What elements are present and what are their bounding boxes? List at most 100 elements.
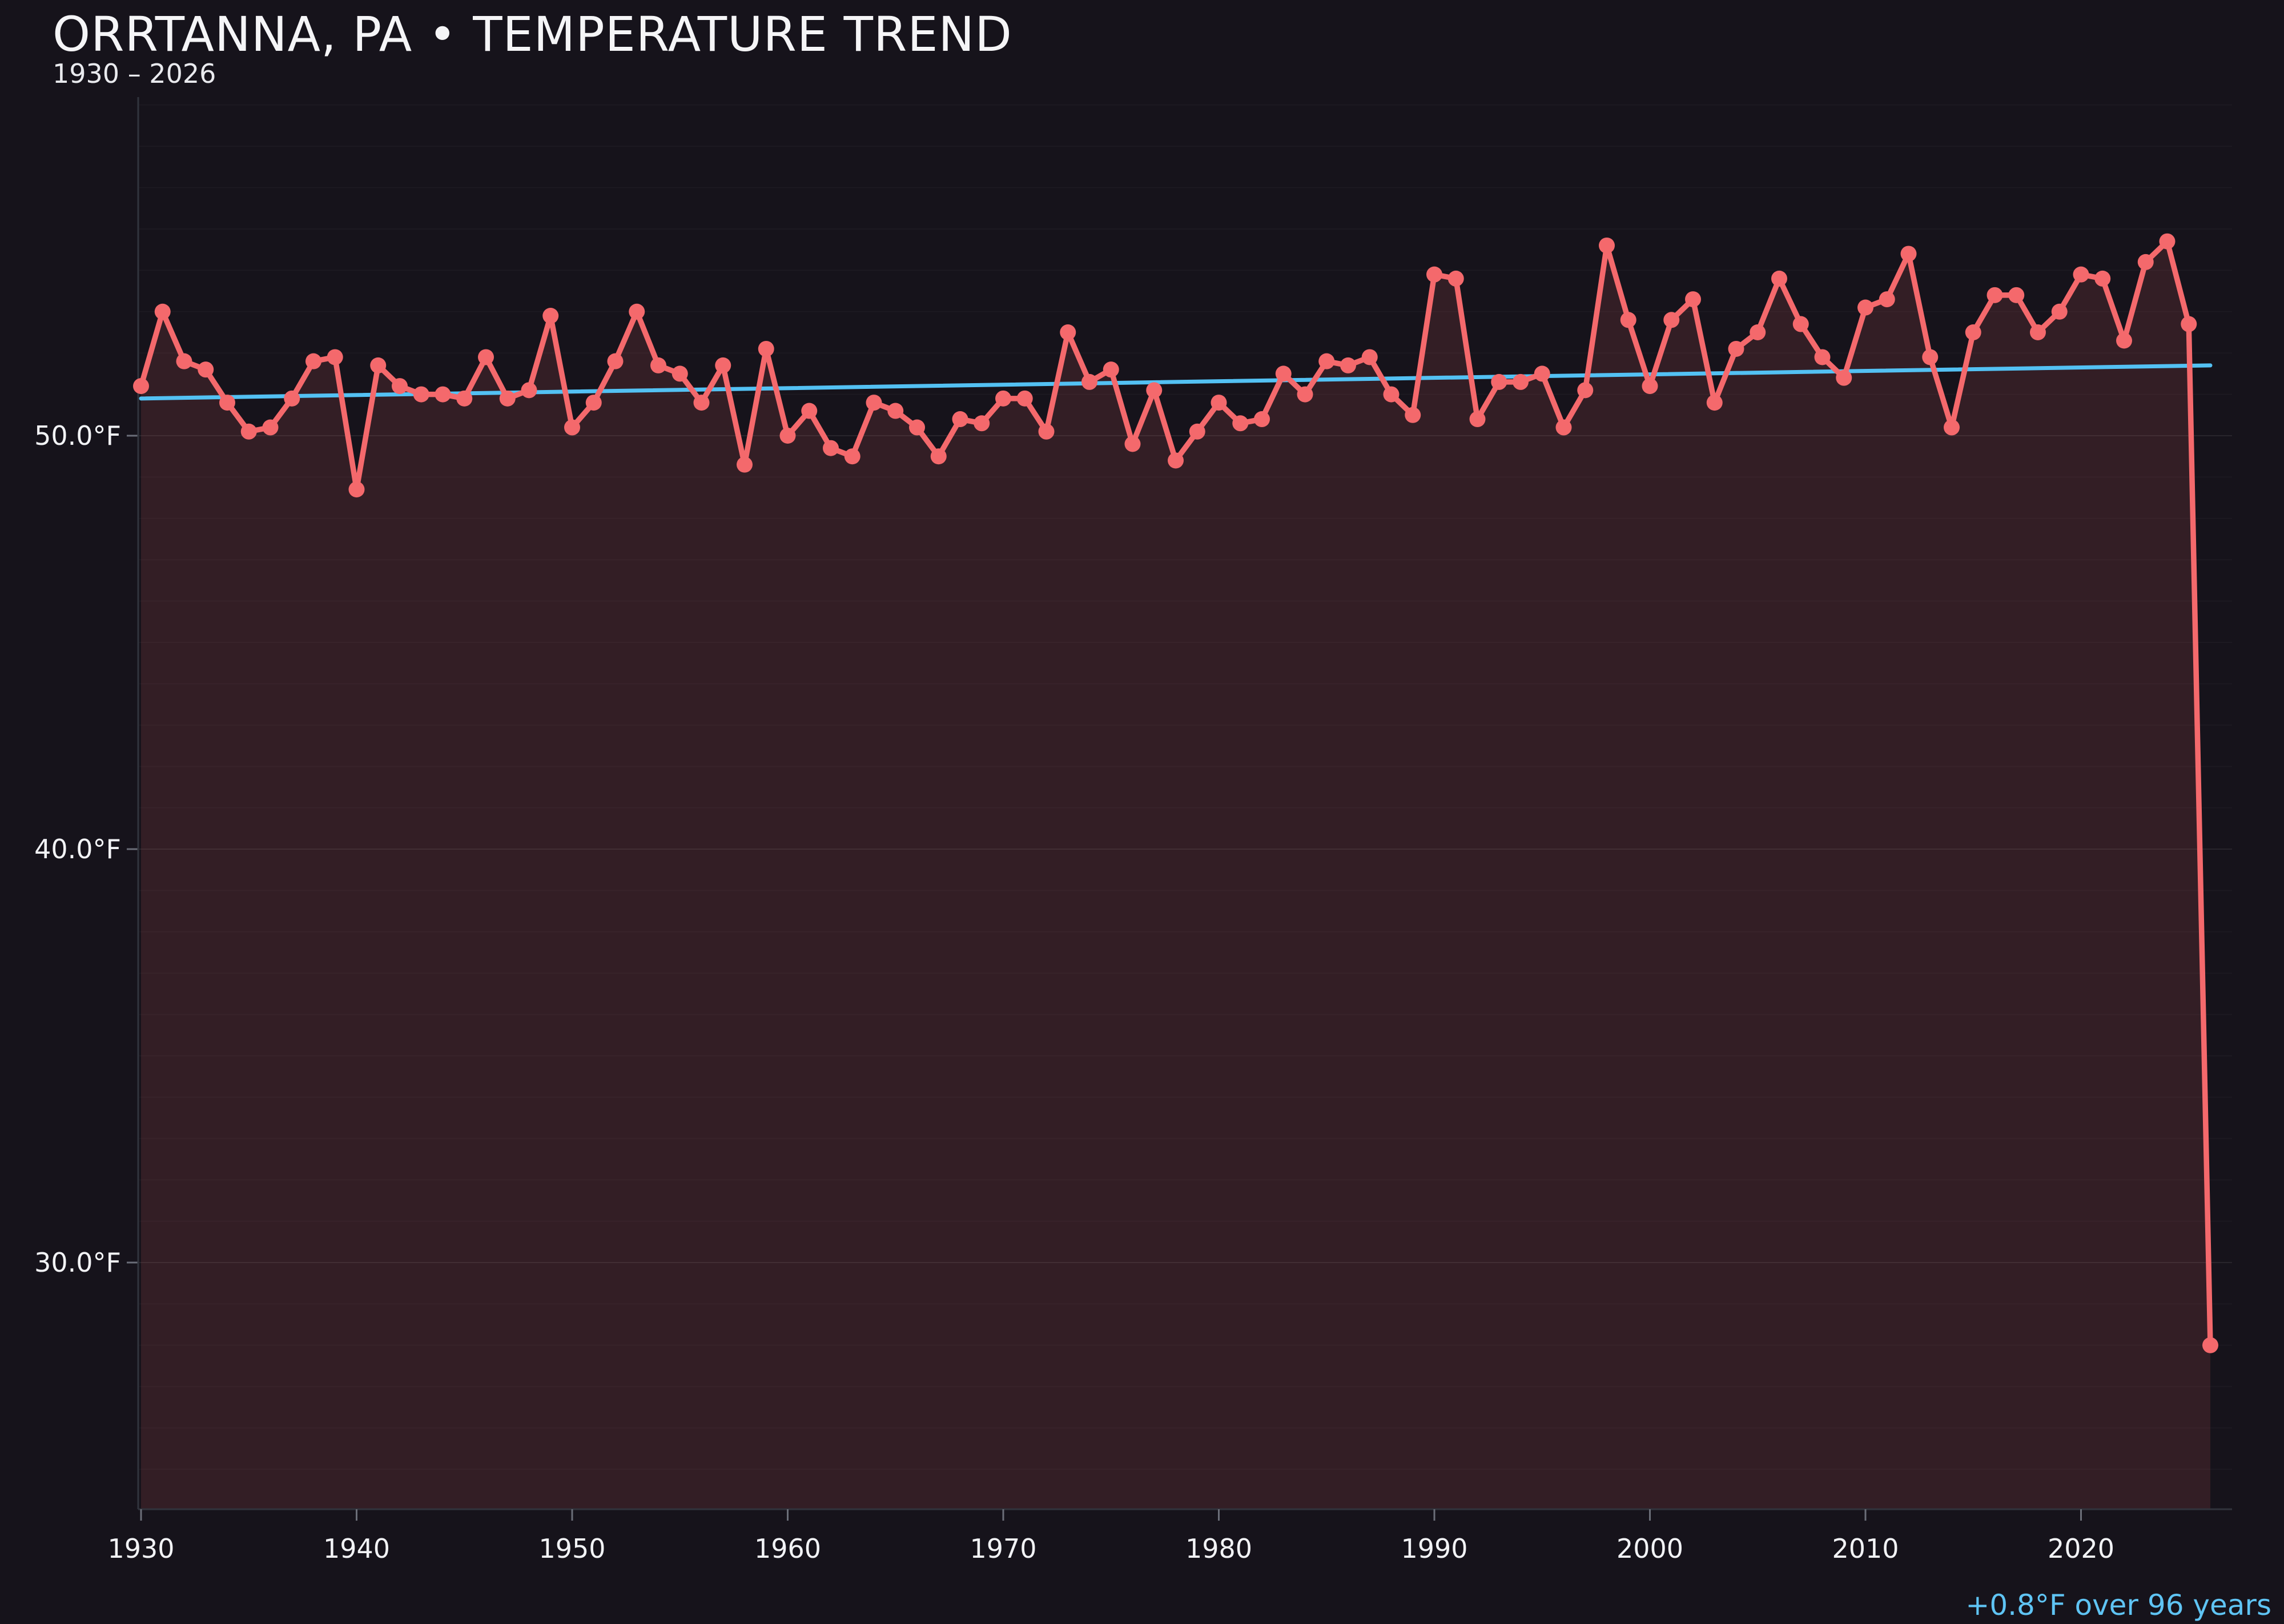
grid-major: 50.0°F 40.0°F 30.0°F xyxy=(34,420,2232,1278)
data-point xyxy=(240,423,257,440)
x-tick-label: 1980 xyxy=(1185,1533,1252,1564)
data-point xyxy=(499,390,516,407)
data-point xyxy=(1168,452,1184,469)
data-point xyxy=(1232,415,1249,432)
data-point xyxy=(650,357,666,373)
data-points xyxy=(133,233,2218,1353)
data-point xyxy=(930,448,947,465)
data-point xyxy=(823,440,839,456)
data-point xyxy=(1189,423,1205,440)
chart-subtitle: 1930 – 2026 xyxy=(53,58,216,89)
data-point xyxy=(1750,324,1766,340)
x-tick-label: 1930 xyxy=(107,1533,174,1564)
data-point xyxy=(1405,407,1421,423)
data-point xyxy=(1447,270,1464,287)
data-point xyxy=(262,419,279,436)
data-point xyxy=(607,353,624,369)
data-point xyxy=(564,419,580,436)
data-point xyxy=(327,349,343,365)
data-point xyxy=(909,419,925,436)
data-point xyxy=(284,390,300,407)
data-point xyxy=(1275,365,1292,382)
data-point xyxy=(1879,291,1895,308)
chart-title: ORRTANNA, PA • TEMPERATURE TREND xyxy=(53,6,1012,62)
data-point xyxy=(866,395,882,411)
trend-annotation: +0.8°F over 96 years xyxy=(1965,1589,2271,1622)
data-point xyxy=(1124,436,1141,452)
data-point xyxy=(219,395,235,411)
x-tick-label: 1950 xyxy=(538,1533,605,1564)
data-point xyxy=(133,378,149,395)
x-tick-label: 1940 xyxy=(323,1533,390,1564)
data-point xyxy=(198,361,214,378)
data-point xyxy=(1534,365,1550,382)
data-point xyxy=(801,403,818,419)
y-tick-label: 50.0°F xyxy=(34,420,121,451)
y-tick-label: 30.0°F xyxy=(34,1247,121,1278)
data-point xyxy=(1426,266,1442,283)
data-point xyxy=(585,395,602,411)
data-point xyxy=(758,340,774,357)
data-point xyxy=(1577,382,1594,399)
data-point xyxy=(2094,270,2111,287)
data-point xyxy=(1038,423,1055,440)
data-point xyxy=(542,308,559,324)
data-point xyxy=(1361,349,1378,365)
data-point xyxy=(737,456,753,473)
data-point xyxy=(1814,349,1831,365)
data-point xyxy=(995,390,1011,407)
data-point xyxy=(1060,324,1076,340)
x-tick-label: 2020 xyxy=(2048,1533,2114,1564)
data-point xyxy=(1836,369,1852,386)
data-point xyxy=(1318,353,1335,369)
x-tick-label: 2010 xyxy=(1832,1533,1899,1564)
data-point xyxy=(1555,419,1572,436)
data-point xyxy=(2159,233,2176,250)
data-point xyxy=(2181,316,2197,332)
data-point xyxy=(176,353,192,369)
data-point xyxy=(370,357,387,373)
data-point xyxy=(1771,270,1787,287)
data-point xyxy=(521,382,537,399)
data-point xyxy=(1513,373,1529,390)
series-area-fill xyxy=(141,241,2210,1510)
data-point xyxy=(952,411,968,428)
data-point xyxy=(154,303,171,320)
data-point xyxy=(1340,357,1356,373)
data-point xyxy=(413,386,429,403)
data-point xyxy=(887,403,904,419)
x-tick-label: 1960 xyxy=(754,1533,821,1564)
data-point xyxy=(2202,1337,2218,1353)
data-point xyxy=(1469,411,1486,428)
data-point xyxy=(2073,266,2089,283)
data-point xyxy=(305,353,321,369)
data-point xyxy=(2137,254,2154,270)
data-point xyxy=(1944,419,1960,436)
data-point xyxy=(1642,378,1658,395)
data-point xyxy=(844,448,860,465)
data-point xyxy=(974,415,990,432)
data-point xyxy=(1297,386,1313,403)
data-point xyxy=(392,378,408,395)
data-point xyxy=(1900,246,1917,262)
data-point xyxy=(693,395,710,411)
data-point xyxy=(1965,324,1981,340)
data-point xyxy=(671,365,688,382)
data-point xyxy=(1103,361,1119,378)
x-tick-label: 2000 xyxy=(1617,1533,1683,1564)
data-point xyxy=(478,349,494,365)
data-point xyxy=(1146,382,1163,399)
data-point xyxy=(1081,373,1097,390)
data-point xyxy=(1016,390,1033,407)
data-point xyxy=(779,428,796,444)
x-tick-label: 1990 xyxy=(1401,1533,1467,1564)
data-point xyxy=(1728,340,1744,357)
data-point xyxy=(2030,324,2046,340)
data-point xyxy=(1922,349,1939,365)
data-point xyxy=(1685,291,1701,308)
data-point xyxy=(348,481,365,498)
data-point xyxy=(629,303,645,320)
data-point xyxy=(435,386,451,403)
data-point xyxy=(1706,395,1723,411)
